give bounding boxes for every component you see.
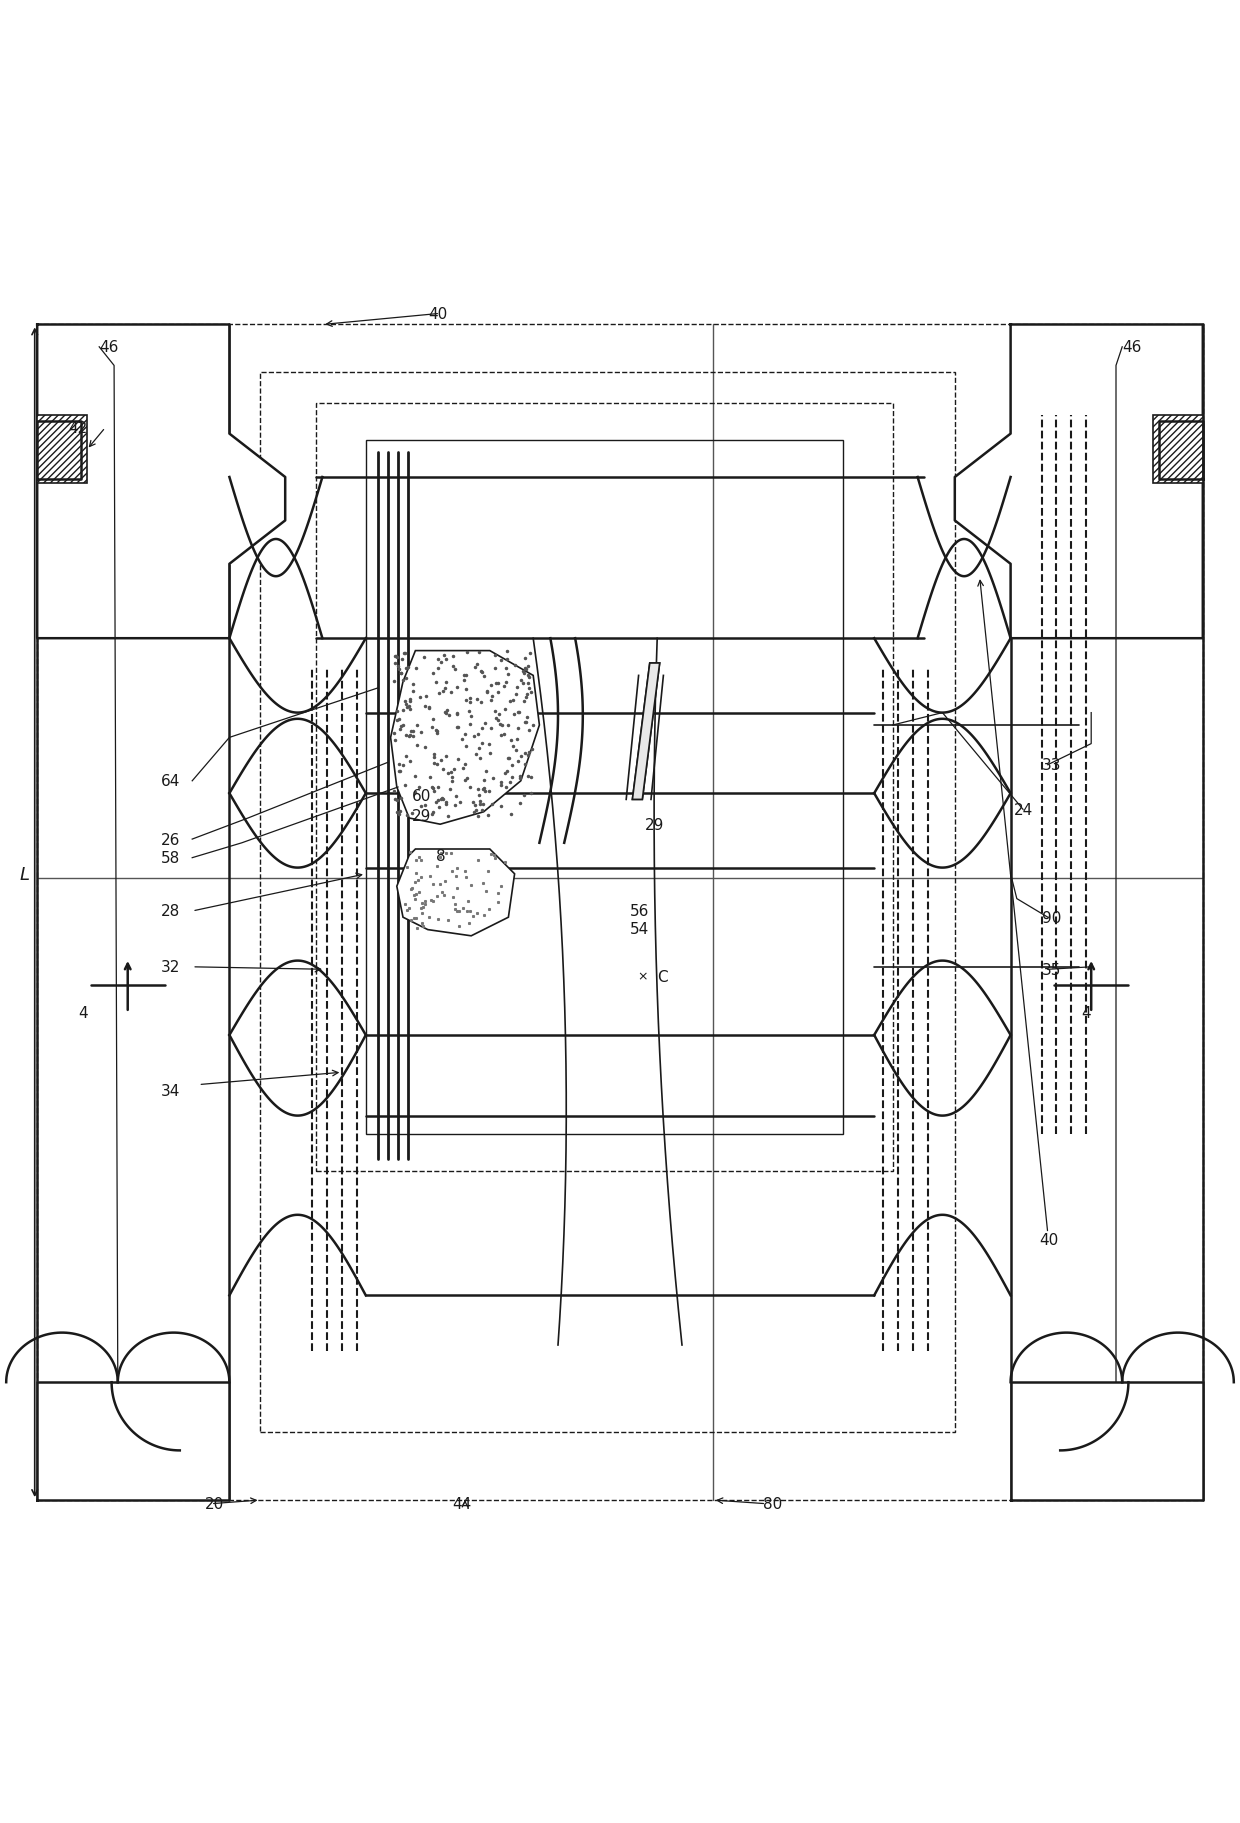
Text: 90: 90 [1042,910,1061,926]
Polygon shape [632,664,660,800]
Text: 40: 40 [428,306,448,321]
Text: 24: 24 [1014,802,1034,817]
Text: 28: 28 [161,904,181,919]
Text: 42: 42 [68,421,88,436]
Text: 46: 46 [1122,341,1142,355]
Text: 58: 58 [161,851,181,866]
Text: C: C [657,970,668,984]
Bar [37,416,87,483]
Text: 44: 44 [453,1497,472,1511]
Polygon shape [955,324,1203,638]
Bar [316,403,893,1172]
Bar [1153,416,1203,483]
Polygon shape [37,324,285,638]
Text: 32: 32 [161,959,181,975]
Text: 34: 34 [161,1083,181,1099]
Text: 46: 46 [99,341,119,355]
Text: 35: 35 [1042,963,1061,977]
Text: ×: × [637,970,647,983]
Text: L: L [20,866,30,884]
Bar [366,441,843,1134]
Text: 80: 80 [763,1497,782,1511]
Text: 60: 60 [412,789,432,804]
Text: 29: 29 [645,817,665,833]
Text: 54: 54 [630,921,650,937]
Polygon shape [229,478,310,565]
Text: 64: 64 [161,775,181,789]
Polygon shape [391,651,539,824]
Polygon shape [37,1382,229,1500]
Text: 26: 26 [161,831,181,848]
Polygon shape [1011,1382,1203,1500]
Text: 4: 4 [78,1006,88,1021]
Polygon shape [632,664,660,800]
Text: 56: 56 [630,904,650,919]
Text: 20: 20 [205,1497,224,1511]
Bar [260,372,955,1433]
Text: 8: 8 [436,848,446,864]
Text: 33: 33 [1042,758,1061,773]
Text: 29: 29 [412,809,432,824]
Text: 40: 40 [1039,1232,1059,1247]
Polygon shape [397,850,515,937]
Text: 4: 4 [1081,1006,1091,1021]
